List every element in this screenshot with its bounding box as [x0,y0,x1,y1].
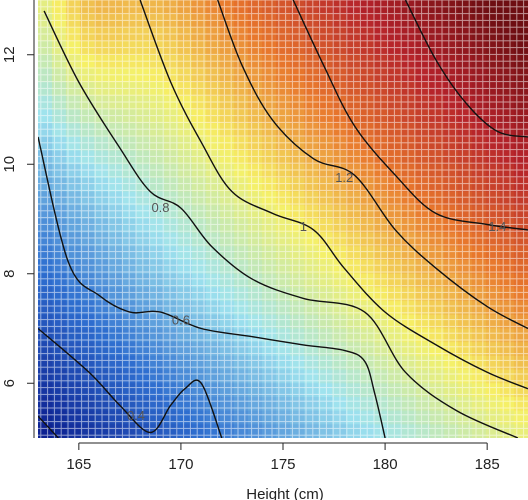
contour-line [38,415,59,438]
contour-label: 0.4 [127,408,145,423]
contour-line [38,327,223,438]
y-tick-label: 12 [1,46,18,63]
y-tick-label: 8 [1,270,18,278]
contour-line [217,0,528,330]
x-tick-label: 165 [66,456,91,473]
contour-label: 1.4 [488,219,506,234]
x-axis: 165 170 175 180 185 [66,442,500,473]
y-axis: 6 8 10 12 [1,0,35,438]
contour-lines [38,0,528,438]
contour-label: 0.8 [151,200,169,215]
contour-labels: 0.4 0.6 0.8 1 1.2 1.4 [127,170,506,423]
x-tick-label: 185 [475,456,500,473]
contour-line [292,0,528,231]
contour-line [43,10,519,438]
x-tick-label: 170 [168,456,193,473]
y-tick-label: 10 [1,156,18,173]
x-tick-label: 175 [270,456,295,473]
y-tick-label: 6 [1,379,18,387]
contour-line [404,0,528,138]
contour-line [38,136,386,438]
contour-line [139,0,528,390]
cell-grid-overlay [38,0,528,438]
contour-label: 0.6 [172,312,190,327]
contour-label: 1 [300,219,307,234]
x-tick-label: 180 [373,456,398,473]
contour-label: 1.2 [335,170,353,185]
x-axis-title: Height (cm) [246,486,324,500]
